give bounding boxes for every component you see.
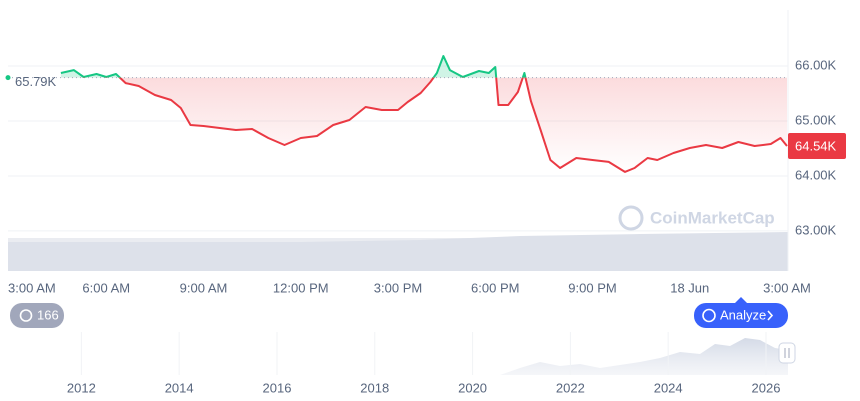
x-tick-label: 3:00 PM [374,280,422,295]
x-tick-label: 6:00 PM [471,280,519,295]
price-line-up [60,55,527,78]
navigator-handle[interactable] [778,342,796,364]
navigator [8,338,796,375]
navigator-tick-label: 2016 [263,380,292,395]
watermark-text: CoinMarketCap [650,208,775,227]
analyze-button[interactable]: Analyze [694,297,788,328]
baseline-dot [5,75,11,81]
navigator-tick-label: 2014 [165,380,194,395]
history-badge[interactable]: 166 [10,303,64,328]
y-tick-label: 63.00K [795,222,837,237]
y-tick-label: 65.00K [795,112,837,127]
volume-area [8,232,788,271]
navigator-axis: 2012 2014 2016 2018 2020 2022 2024 2026 [67,332,781,395]
navigator-tick-label: 2012 [67,380,96,395]
x-tick-label: 6:00 AM [82,280,130,295]
navigator-tick-label: 2022 [556,380,585,395]
price-line-down [82,77,788,173]
current-price-label: 64.54K [795,138,837,153]
x-tick-label: 12:00 PM [273,280,329,295]
watermark-logo [618,205,644,231]
area-up [60,56,526,78]
navigator-tick-label: 2020 [458,380,487,395]
plot: 65.79K 64.54K [5,55,846,173]
navigator-tick-label: 2024 [654,380,683,395]
current-price-tag [788,132,846,159]
button-pointer [735,297,747,303]
badge-text: 166 [37,307,59,322]
grid: 63.00K 64.00K 65.00K 66.00K 3:00 AM 6:00 AM 9:… [8,57,837,295]
navigator-area [8,338,788,375]
x-tick-label: 3:00 AM [763,280,811,295]
navigator-tick-label: 2026 [752,380,781,395]
button-bg [694,303,788,328]
y-tick-label: 66.00K [795,57,837,72]
navigator-tick-label: 2018 [360,380,389,395]
button-text: Analyze [720,307,766,322]
baseline-label: 65.79K [15,74,57,89]
x-tick-label: 18 Jun [670,280,709,295]
y-tick-label: 64.00K [795,167,837,182]
button-chevron [767,310,774,321]
x-tick-label: 9:00 AM [180,280,228,295]
x-tick-label: 3:00 AM [8,280,56,295]
x-tick-label: 9:00 PM [568,280,616,295]
area-down [60,77,787,172]
watermark: CoinMarketCap [618,205,775,231]
badge-bg [10,303,64,328]
badge-icon [19,309,33,322]
button-icon [702,308,716,323]
